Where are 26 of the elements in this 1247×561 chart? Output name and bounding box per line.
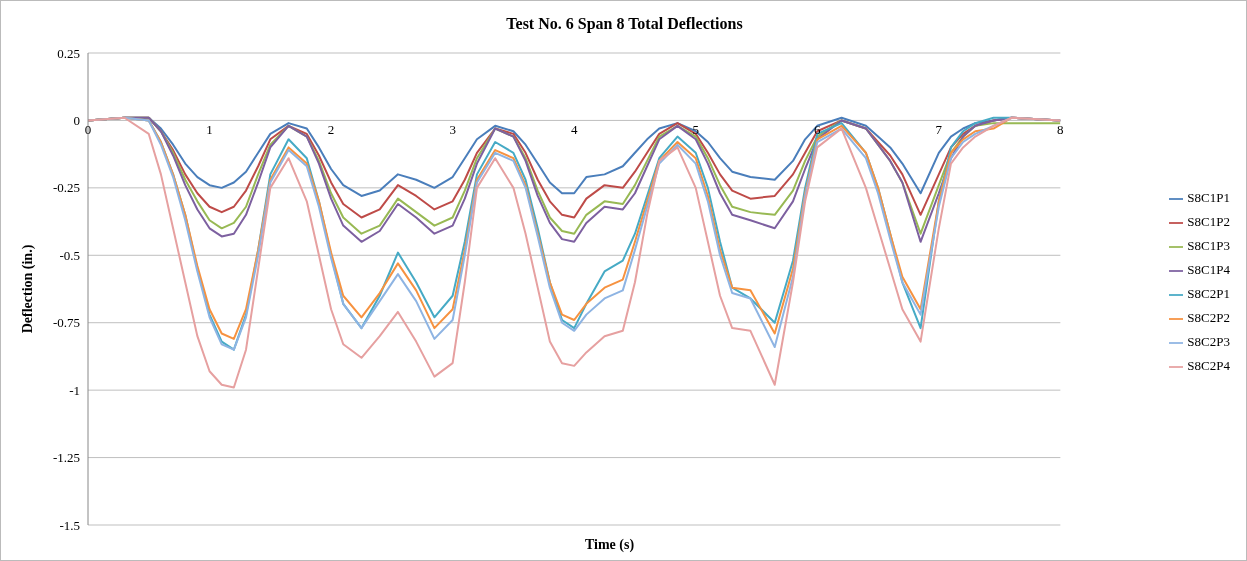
y-tick-label: -1.25 bbox=[52, 450, 80, 466]
y-tick-label: -1.5 bbox=[59, 517, 80, 533]
x-tick-label: 0 bbox=[84, 122, 92, 138]
y-tick-label: -1 bbox=[69, 382, 80, 398]
x-tick-label: 3 bbox=[449, 122, 456, 138]
legend-label: S8C2P3 bbox=[1187, 333, 1230, 349]
legend-label: S8C1P1 bbox=[1187, 189, 1230, 205]
y-axis-title: Deflection (in.) bbox=[20, 244, 36, 334]
chart-title: Test No. 6 Span 8 Total Deflections bbox=[505, 15, 744, 33]
y-tick-label: -0.75 bbox=[52, 315, 80, 331]
legend-label: S8C2P2 bbox=[1187, 309, 1230, 325]
x-tick-label: 8 bbox=[1057, 122, 1064, 138]
x-tick-label: 1 bbox=[206, 122, 213, 138]
legend-label: S8C2P4 bbox=[1187, 357, 1230, 373]
x-tick-label: 2 bbox=[327, 122, 335, 138]
x-axis-title: Time (s) bbox=[583, 537, 636, 553]
legend-label: S8C1P2 bbox=[1187, 213, 1230, 229]
legend-label: S8C1P4 bbox=[1187, 261, 1230, 277]
y-tick-label: -0.5 bbox=[59, 247, 80, 263]
legend-label: S8C2P1 bbox=[1187, 285, 1230, 301]
legend-label: S8C1P3 bbox=[1187, 237, 1230, 253]
y-tick-label: 0.25 bbox=[57, 45, 80, 61]
x-tick-label: 4 bbox=[570, 122, 578, 138]
y-tick-label: -0.25 bbox=[52, 180, 80, 196]
x-tick-label: 5 bbox=[692, 122, 699, 138]
x-tick-label: 7 bbox=[935, 122, 943, 138]
